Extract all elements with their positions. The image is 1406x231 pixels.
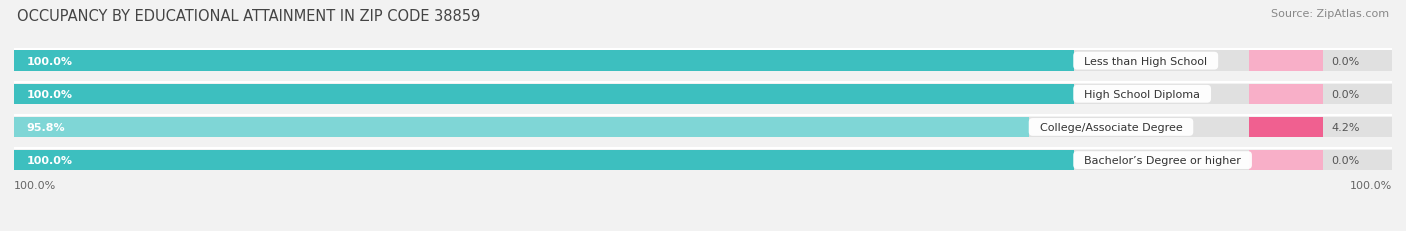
Bar (14, 51, 1074, 72)
Text: Bachelor’s Degree or higher: Bachelor’s Degree or higher (1077, 155, 1249, 165)
Bar (14, 51, 1392, 72)
Text: 4.2%: 4.2% (1331, 122, 1360, 132)
Text: 100.0%: 100.0% (27, 89, 73, 99)
Text: 0.0%: 0.0% (1331, 155, 1360, 165)
Bar (1249, 117, 1323, 138)
Text: 100.0%: 100.0% (27, 56, 73, 66)
Text: 100.0%: 100.0% (27, 155, 73, 165)
Text: 95.8%: 95.8% (27, 122, 66, 132)
Text: 0.0%: 0.0% (1331, 56, 1360, 66)
Text: Less than High School: Less than High School (1077, 56, 1215, 66)
Bar (1249, 51, 1323, 72)
Bar (1249, 84, 1323, 105)
Bar (14, 84, 1392, 105)
Bar (1249, 150, 1323, 171)
Text: College/Associate Degree: College/Associate Degree (1032, 122, 1189, 132)
Text: 100.0%: 100.0% (1350, 180, 1392, 190)
Text: High School Diploma: High School Diploma (1077, 89, 1208, 99)
Bar (14, 117, 1029, 138)
Text: Source: ZipAtlas.com: Source: ZipAtlas.com (1271, 9, 1389, 19)
Bar (14, 150, 1392, 171)
Bar (14, 150, 1074, 171)
Text: 0.0%: 0.0% (1331, 89, 1360, 99)
Text: 100.0%: 100.0% (14, 180, 56, 190)
Bar (14, 84, 1074, 105)
Bar (14, 117, 1392, 138)
Text: OCCUPANCY BY EDUCATIONAL ATTAINMENT IN ZIP CODE 38859: OCCUPANCY BY EDUCATIONAL ATTAINMENT IN Z… (17, 9, 479, 24)
